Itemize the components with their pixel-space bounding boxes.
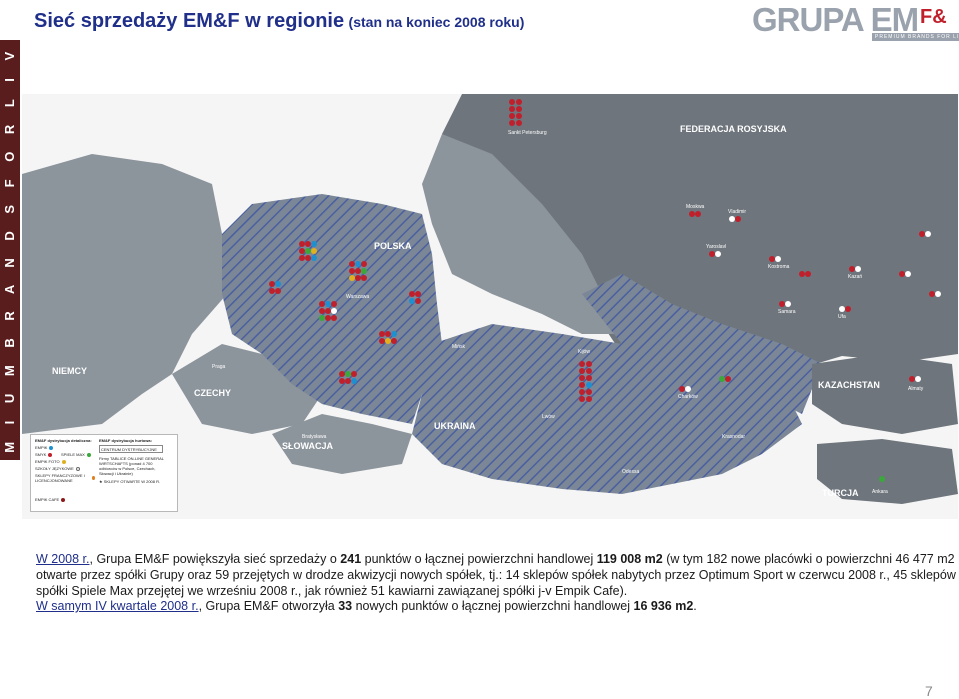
legend-wholesale-note: Firmy TABLICE ON-LINE GENERAL WIRTSCHAFT… [99,456,164,476]
legend-item-empik: EMPIK [35,445,54,450]
star-icon: ★ [99,479,103,484]
city-minsk: Mińsk [452,344,466,350]
legend-wholesale-title: EM&F dystrybucja hurtowa: [99,438,152,443]
legend-empikfoto-dot [61,459,66,464]
label-kazakhstan: KAZACHSTAN [818,380,880,390]
summary-line-2: otwarte przez spółki Grupy oraz 59 przej… [36,567,956,582]
line1-num-area: 119 008 m2 [596,552,663,566]
map-canvas [22,94,958,504]
legend-spielemax-label: SPIELE MAX [61,452,85,457]
city-ankara: Ankara [872,489,888,495]
legend-franchise-label: SKLEPY FRANCZYZOWE I LICENCJONOWANE [35,473,85,483]
page-number: 7 [925,683,933,699]
summary-paragraph: W 2008 r., Grupa EM&F powiększyła sieć s… [36,552,956,615]
line4-num-stores: 33 [338,599,353,614]
page-title: Sieć sprzedaży EM&F w regionie (stan na … [34,10,524,33]
city-almaty: Almaty [908,386,924,392]
sales-network-map: FEDERACJA ROSYJSKA POLSKA NIEMCY CZECHY … [22,94,958,519]
stpetersburg-store-cluster [509,99,522,126]
city-bratislava: Bratysława [302,434,327,440]
line4-num-area: 16 936 m2 [633,599,694,614]
line1-text-b: punktów o łącznej powierzchni handlowej [361,552,597,566]
legend-empik-dot [49,445,54,450]
label-czech: CZECHY [194,388,232,398]
legend-item-schools: SZKOŁY JĘZYKOWE [35,466,80,471]
legend-schools-dot [75,466,80,471]
legend-spielemax-dot [86,452,91,457]
russia-region [442,94,958,394]
turkey-region [817,439,958,504]
city-kiev: Kijów [578,349,590,355]
legend-retail-title: EM&F dystrybucja detaliczna: [35,438,92,443]
legend-schools-label: SZKOŁY JĘZYKOWE [35,466,74,471]
legend-item-smyk: SMYK [35,452,53,457]
poland-store-cluster [269,241,421,384]
legend-empikfoto-label: EMPIK FOTO [35,459,60,464]
label-poland: POLSKA [374,241,412,251]
map-legend: EM&F dystrybucja detaliczna: EM&F dystry… [30,434,178,512]
legend-item-empikcafe: EMPIK CAFE [35,497,66,502]
sidebar-brand-strip: P R E M I U M B R A N D S F O R L I V I … [0,40,20,460]
logo-wordmark: GRUPA EM [752,1,919,38]
legend-empik-label: EMPIK [35,445,48,450]
label-russia: FEDERACJA ROSYJSKA [680,124,787,134]
city-samara: Samara [778,309,796,315]
link-2008[interactable]: W 2008 r. [36,552,90,566]
kazakhstan-region [812,354,958,434]
slovakia-region [272,414,412,474]
summary-line-4: W samym IV kwartale 2008 r., Grupa EM&F … [36,599,936,615]
legend-distribution-center: CENTRUM DYSTRYBUCYJNE [99,445,163,453]
city-kazan: Kazań [848,274,863,280]
summary-line-3: spółki Spiele Max przejętej we wrześniu … [36,583,628,598]
city-vladimir: Vladimir [728,209,747,215]
sidebar-brand-text: P R E M I U M B R A N D S F O R L I V I … [2,40,18,460]
legend-empikcafe-label: EMPIK CAFE [35,497,60,502]
city-yaroslavl: Yaroslavl [706,244,727,250]
line1-text-c: (w tym 182 nowe placówki o powierzchni 4… [662,552,955,566]
label-germany: NIEMCY [52,366,88,376]
legend-item-franchise: SKLEPY FRANCZYZOWE I LICENCJONOWANE [35,473,95,483]
legend-item-empikfoto: EMPIK FOTO [35,459,66,464]
city-moscow: Moskwa [686,204,705,210]
russia-hatched-region [582,274,822,414]
page-title-sub: (stan na koniec 2008 roku) [348,14,525,30]
line4-text-b: nowych punktów o łącznej powierzchni han… [352,599,634,614]
czech-region [172,344,322,434]
city-ufa: Ufa [838,314,846,320]
logo-amp: F& [920,6,947,28]
baltic-region [422,134,622,334]
city-kostroma: Kostroma [768,264,790,270]
legend-smyk-dot [48,452,53,457]
label-ukraine: UKRAINA [434,421,476,431]
legend-smyk-label: SMYK [35,452,47,457]
city-krasnodar: Krasnodar [722,434,746,440]
summary-line-1: W 2008 r., Grupa EM&F powiększyła sieć s… [36,552,955,568]
link-q4-2008[interactable]: W samym IV kwartale 2008 r. [36,599,199,614]
legend-item-spielemax: SPIELE MAX [61,452,91,457]
city-stpetersburg: Sankt Petersburg [508,130,547,136]
city-lviv: Lwów [542,414,555,420]
line1-num-stores: 241 [340,552,362,566]
line4-text-a: , Grupa EM&F otworzyła [198,599,339,614]
city-odessa: Odessa [622,469,640,475]
page-title-main: Sieć sprzedaży EM&F w regionie [34,10,345,32]
legend-franchise-dot [92,476,95,480]
legend-empikcafe-dot [61,497,66,502]
label-slovakia: SŁOWACJA [282,441,334,451]
russia-store-dots [679,211,941,482]
legend-star-label: SKLEPY OTWARTE W 2008 R. [103,479,161,484]
city-warsaw: Warszawa [346,294,370,300]
city-prague: Praga [212,364,226,370]
city-kharkiv: Charków [678,394,698,400]
germany-region [22,154,227,434]
label-turkey: TURCJA [822,488,859,498]
legend-star-note: ★ SKLEPY OTWARTE W 2008 R. [99,479,160,484]
line1-text-a: , Grupa EM&F powiększyła sieć sprzedaży … [89,552,341,566]
ukraine-store-cluster [579,361,592,402]
line4-text-c: . [693,599,697,614]
